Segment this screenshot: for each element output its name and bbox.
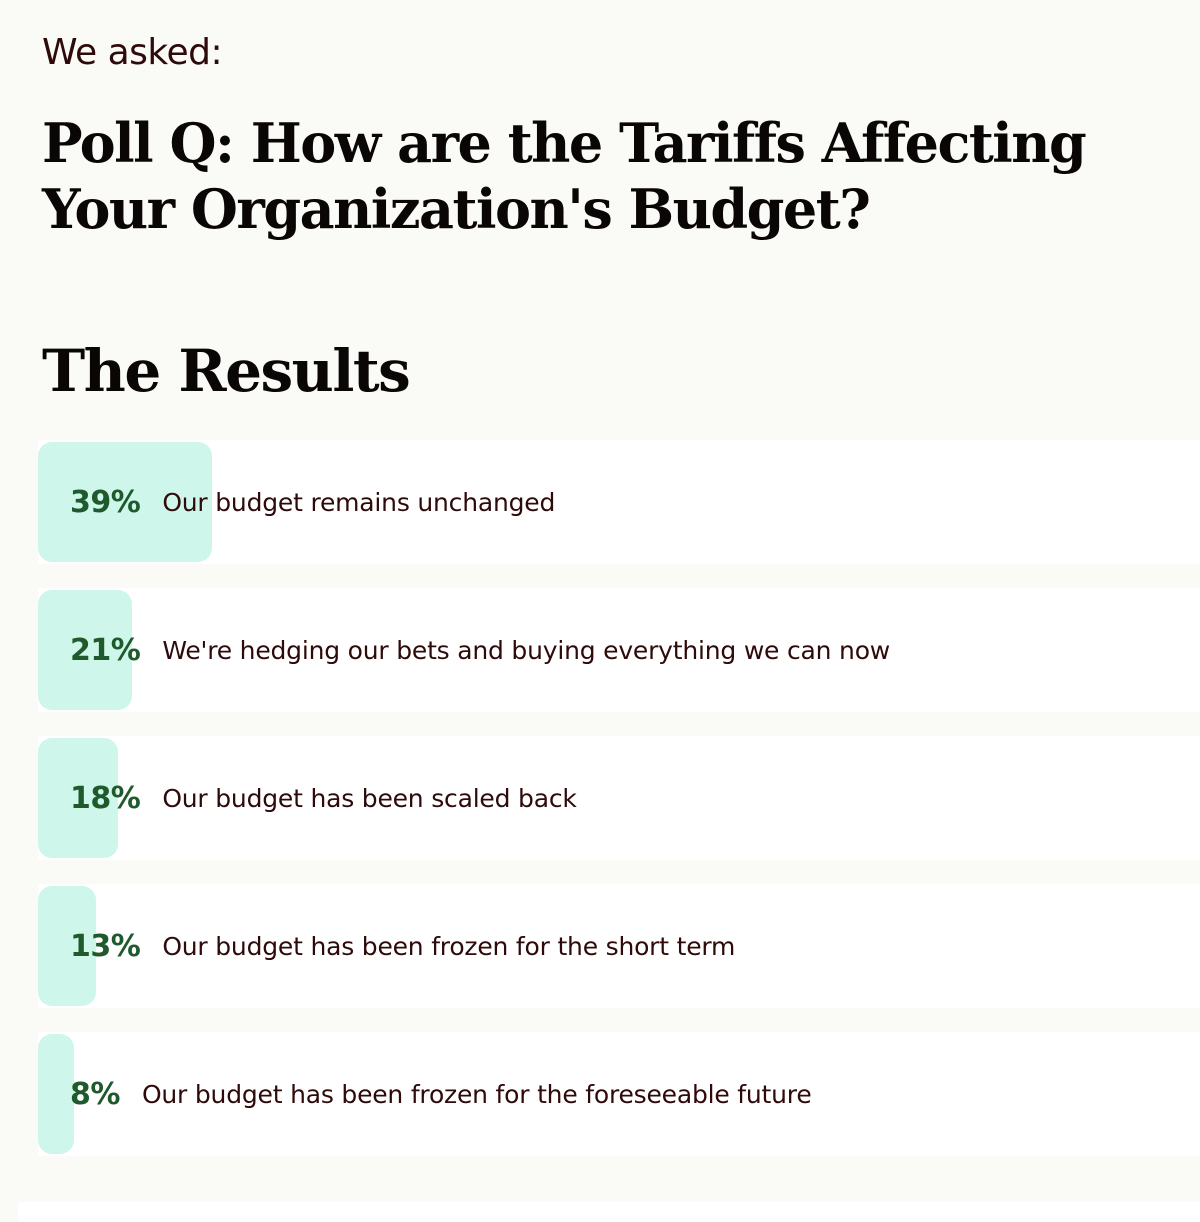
result-content: 21% We're hedging our bets and buying ev… <box>38 588 890 712</box>
result-label: Our budget has been frozen for the short… <box>162 931 736 961</box>
result-label: We're hedging our bets and buying everyt… <box>162 635 891 665</box>
result-row: 13% Our budget has been frozen for the s… <box>38 884 1200 1008</box>
poll-eyebrow: We asked: <box>42 32 223 73</box>
result-label: Our budget remains unchanged <box>162 487 556 517</box>
result-content: 8% Our budget has been frozen for the fo… <box>38 1032 812 1156</box>
result-bar <box>38 738 118 858</box>
result-percent: 13% <box>70 928 141 964</box>
result-content: 13% Our budget has been frozen for the s… <box>38 884 735 1008</box>
result-content: 18% Our budget has been scaled back <box>38 736 577 860</box>
result-percent: 21% <box>70 632 141 668</box>
result-label: Our budget has been frozen for the fores… <box>141 1079 812 1109</box>
result-percent: 18% <box>70 780 141 816</box>
results-list: 39% Our budget remains unchanged 21% We'… <box>0 440 1200 1180</box>
next-section-card <box>18 1202 1200 1222</box>
result-percent: 39% <box>70 484 141 520</box>
result-bar <box>38 590 132 710</box>
results-heading: The Results <box>42 337 411 405</box>
poll-question: Poll Q: How are the Tariffs Affecting Yo… <box>42 111 1087 241</box>
result-row: 18% Our budget has been scaled back <box>38 736 1200 860</box>
result-bar <box>38 442 212 562</box>
result-label: Our budget has been scaled back <box>162 783 577 813</box>
result-bar <box>38 886 96 1006</box>
result-bar <box>38 1034 74 1154</box>
result-row: 21% We're hedging our bets and buying ev… <box>38 588 1200 712</box>
result-row: 39% Our budget remains unchanged <box>38 440 1200 564</box>
result-row: 8% Our budget has been frozen for the fo… <box>38 1032 1200 1156</box>
result-content: 39% Our budget remains unchanged <box>38 440 555 564</box>
result-percent: 8% <box>70 1076 120 1112</box>
